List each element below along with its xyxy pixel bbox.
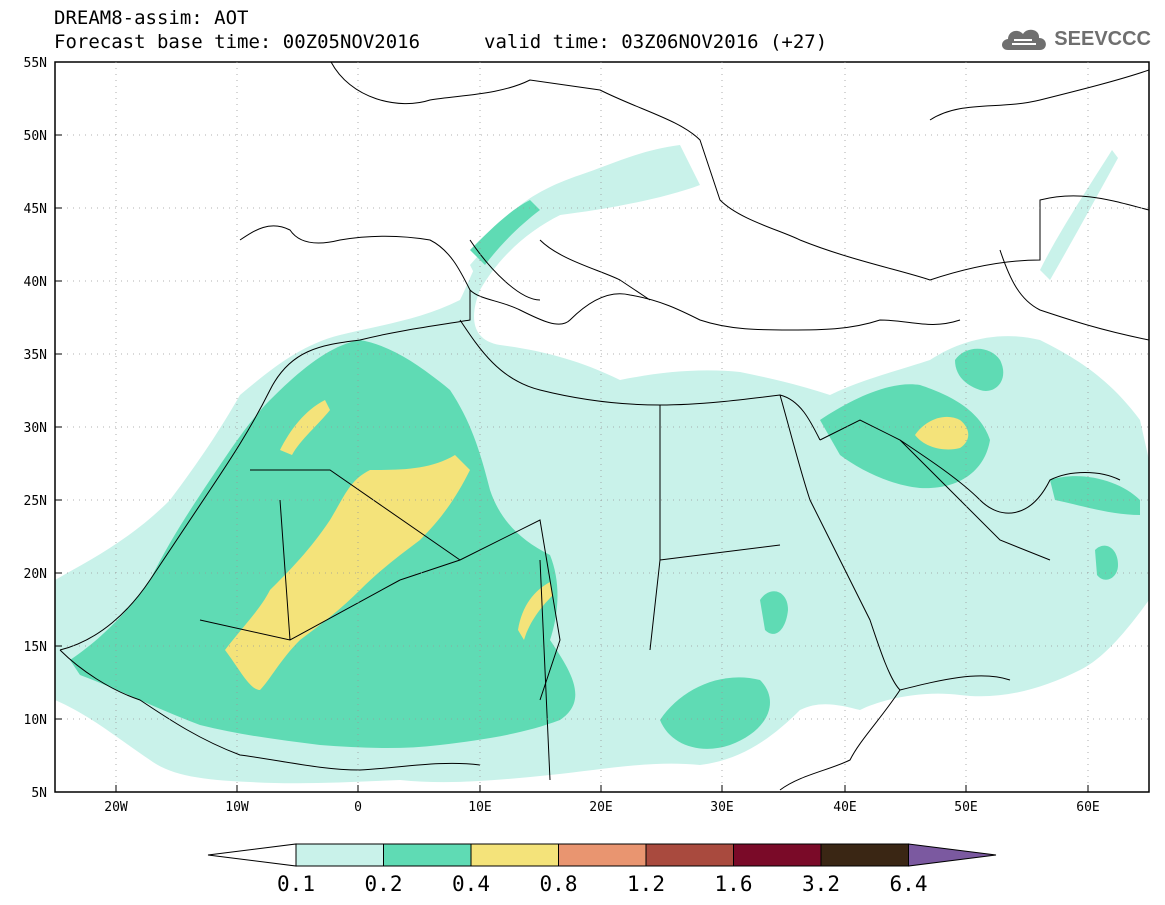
colorbar-bin [470,843,559,867]
lat-label: 40N [24,275,47,290]
lon-label: 50E [954,800,977,815]
graticule [55,62,1149,792]
lon-label: 60E [1076,800,1099,815]
aot-patch-0.2-arabian-sea [1095,545,1118,580]
aot-contours [55,145,1149,784]
lat-label: 10N [24,713,47,728]
colorbar-bin [558,843,647,867]
colorbar-bin [295,843,384,867]
aot-patch-0.2-oman [1050,476,1140,515]
aot-patch-0.2-gulf [820,384,990,489]
colorbar-min-arrow [207,843,297,867]
colorbar-label: 0.8 [540,872,578,896]
forecast-base-time: Forecast base time: 00Z05NOV2016 [54,31,421,53]
colorbar-label: 3.2 [802,872,840,896]
lon-label: 40E [833,800,856,815]
aot-patch-0.4-morocco [280,400,330,455]
colorbar: 0.1 0.2 0.4 0.8 1.2 1.6 3.2 6.4 [207,843,997,896]
lat-label: 55N [24,56,47,71]
colorbar-label: 6.4 [890,872,928,896]
lon-label: 30E [710,800,733,815]
aot-patch-0.4-kuwait [915,416,969,450]
aot-patch-0.2-sudan [760,591,788,634]
colorbar-bin [733,843,822,867]
colorbar-label: 1.2 [627,872,665,896]
seevccc-logo: SEEVCCC [998,24,1151,54]
lat-label: 5N [31,786,47,801]
aot-patch-0.2-iran [955,348,1004,391]
lat-label: 25N [24,494,47,509]
colorbar-bin [820,843,909,867]
aot-patch-0.2-med [470,200,540,265]
lon-label: 10W [225,800,249,815]
lat-label: 30N [24,421,47,436]
lat-label: 50N [24,129,47,144]
tick-marks [55,61,1089,793]
lon-label: 0 [354,800,362,815]
lat-label: 35N [24,348,47,363]
aot-band-0.1-north [470,150,670,285]
colorbar-bin [383,843,472,867]
aot-patch-0.2-ne [660,677,770,749]
colorbar-label: 0.4 [452,872,490,896]
lon-label: 20E [589,800,612,815]
lat-label: 20N [24,567,47,582]
chart-title: DREAM8-assim: AOT [54,7,249,29]
colorbar-label: 1.6 [715,872,753,896]
colorbar-max-arrow [908,843,997,867]
cloud-icon [1002,29,1047,50]
lon-label: 20W [104,800,128,815]
colorbar-label: 0.1 [277,872,315,896]
aot-patch-0.4-chad [518,582,553,640]
lat-label: 15N [24,640,47,655]
lon-label: 10E [468,800,491,815]
aot-band-0.4 [225,455,470,690]
logo-text: SEEVCCC [1054,27,1151,50]
latitude-labels: 55N 50N 45N 40N 35N 30N 25N 20N 15N 10N … [24,56,47,801]
aot-band-0.1-caspian [1040,150,1118,280]
colorbar-bin [645,843,734,867]
valid-time: valid time: 03Z06NOV2016 (+27) [484,31,828,53]
colorbar-label: 0.2 [365,872,403,896]
coastlines [59,62,1149,791]
longitude-labels: 20W 10W 0 10E 20E 30E 40E 50E 60E [104,800,1099,815]
lat-label: 45N [24,202,47,217]
